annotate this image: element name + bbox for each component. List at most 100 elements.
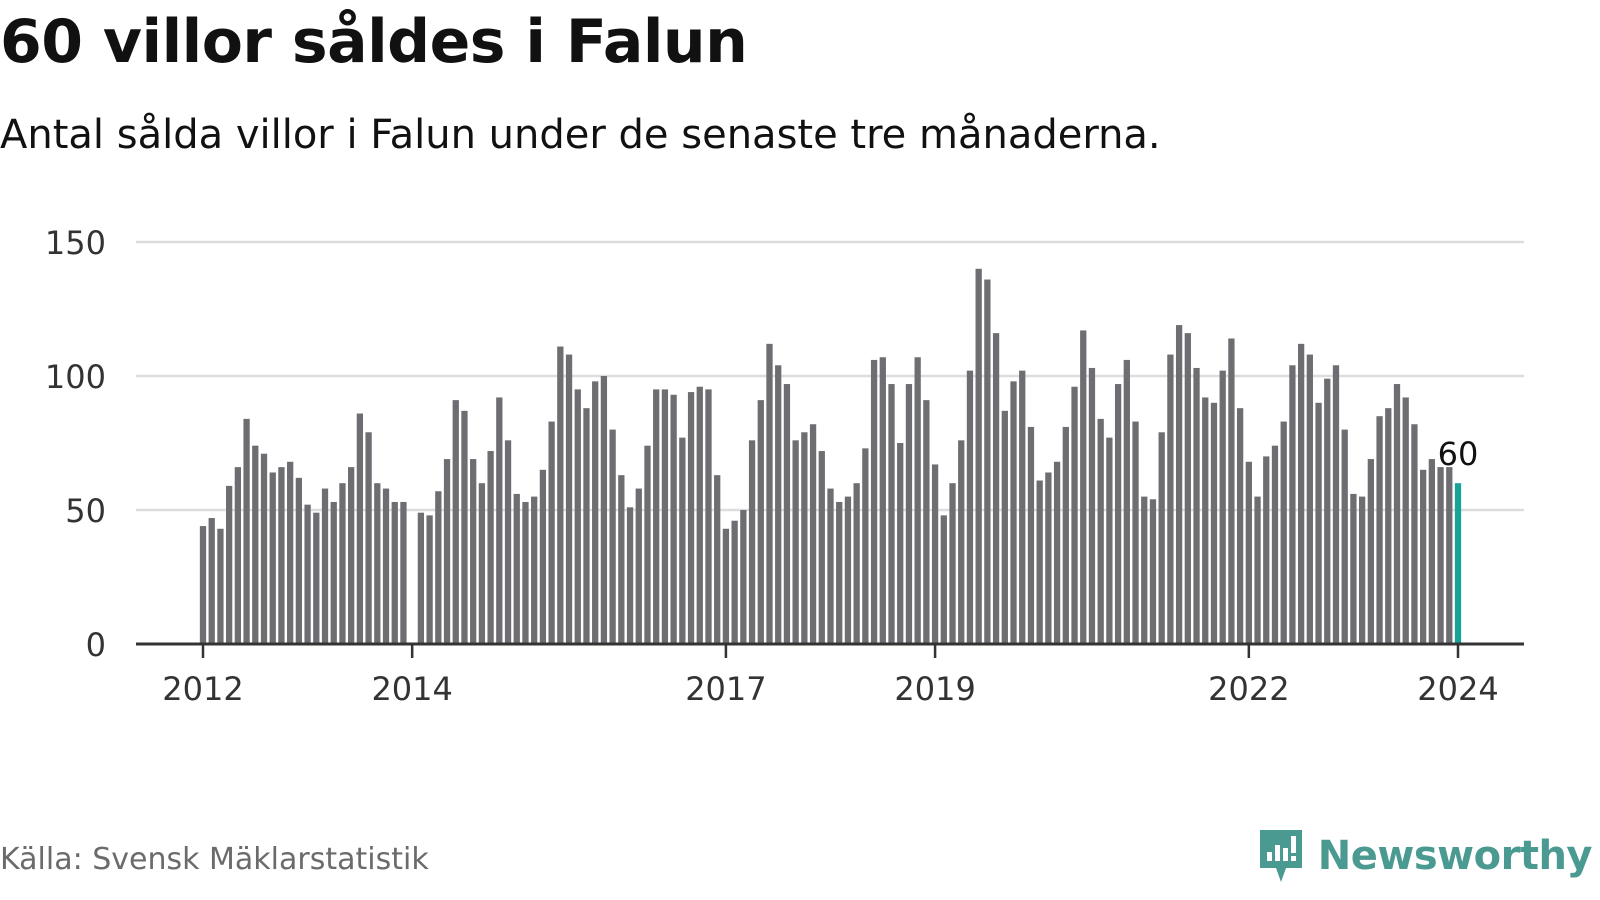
bar [1010, 381, 1017, 644]
bar [382, 488, 390, 644]
bar [766, 343, 773, 644]
bar [818, 451, 825, 644]
bar [243, 418, 250, 644]
bar [1062, 426, 1069, 644]
bar [958, 440, 965, 644]
bar [417, 512, 425, 644]
bar [714, 475, 721, 644]
bar [1141, 496, 1148, 644]
bar [1385, 408, 1392, 644]
brand-name: Newsworthy [1317, 833, 1593, 879]
bar [1341, 429, 1348, 644]
bar [792, 440, 799, 644]
bar [1358, 496, 1366, 644]
bar [1315, 402, 1322, 644]
bar [452, 400, 459, 644]
bar [775, 365, 782, 644]
bar [844, 496, 852, 644]
bar [199, 526, 207, 644]
bar [330, 501, 337, 644]
bar [1437, 467, 1444, 644]
bar [1280, 421, 1287, 644]
bar [949, 483, 956, 644]
bar [496, 397, 503, 644]
bar [801, 432, 808, 644]
bar [731, 520, 738, 644]
bar [679, 437, 686, 644]
bar [1106, 437, 1113, 644]
bar [783, 384, 791, 644]
bar [487, 451, 494, 644]
bar [984, 279, 991, 644]
bar [696, 386, 703, 644]
bar [722, 528, 730, 644]
bar [226, 485, 233, 644]
chart-title: 60 villor såldes i Falun [0, 7, 748, 77]
bar [313, 512, 320, 644]
bar [1228, 338, 1235, 644]
bar [1132, 421, 1139, 644]
data-label: 60 [1438, 435, 1479, 473]
bar [1306, 354, 1313, 644]
bar [391, 501, 398, 644]
bar [635, 488, 642, 644]
bar [853, 483, 860, 644]
bar [618, 475, 625, 644]
bar [278, 467, 285, 644]
bar [1376, 416, 1383, 644]
bar [443, 459, 451, 644]
bar [1158, 432, 1165, 644]
bar [252, 445, 259, 644]
bar [1202, 397, 1209, 644]
bar [923, 400, 930, 644]
x-tick-label: 2017 [685, 670, 766, 708]
bar [600, 376, 608, 644]
bar [1411, 424, 1418, 644]
bar [748, 440, 756, 644]
bar [1114, 384, 1122, 644]
bar [827, 488, 834, 644]
bar [1297, 343, 1305, 644]
bar [321, 488, 329, 644]
bar [1001, 410, 1008, 644]
bar [1088, 367, 1096, 644]
bar [687, 392, 695, 644]
bar [757, 400, 764, 644]
x-tick-label: 2024 [1417, 670, 1498, 708]
bar [1324, 378, 1331, 644]
bar [531, 496, 538, 644]
bar [217, 528, 224, 644]
bar [574, 389, 581, 644]
y-tick-label: 0 [86, 626, 106, 664]
bar [1175, 325, 1183, 644]
bar [1402, 397, 1409, 644]
bar [1123, 359, 1130, 644]
bar [940, 515, 947, 644]
bar [1149, 499, 1157, 644]
source-note: Källa: Svensk Mäklarstatistik [0, 842, 429, 877]
bar [1393, 384, 1401, 644]
x-tick-label: 2012 [162, 670, 243, 708]
bar [1097, 418, 1104, 644]
bar [1184, 333, 1191, 644]
bar [1219, 370, 1226, 644]
bar [740, 510, 747, 644]
bar [1454, 483, 1462, 644]
bar [1071, 386, 1078, 644]
bar [1332, 365, 1340, 644]
bar [208, 518, 215, 644]
brand: Newsworthy [1256, 826, 1593, 886]
bar [1036, 480, 1043, 644]
bar [548, 421, 555, 644]
bar [705, 389, 712, 644]
bar [565, 354, 573, 644]
bar [557, 346, 564, 644]
bar [339, 483, 346, 644]
bar [287, 461, 294, 644]
bar [661, 389, 669, 644]
bar [862, 448, 869, 644]
bar [1271, 445, 1279, 644]
bar [348, 467, 355, 644]
bar [356, 413, 364, 644]
bar [914, 357, 921, 644]
